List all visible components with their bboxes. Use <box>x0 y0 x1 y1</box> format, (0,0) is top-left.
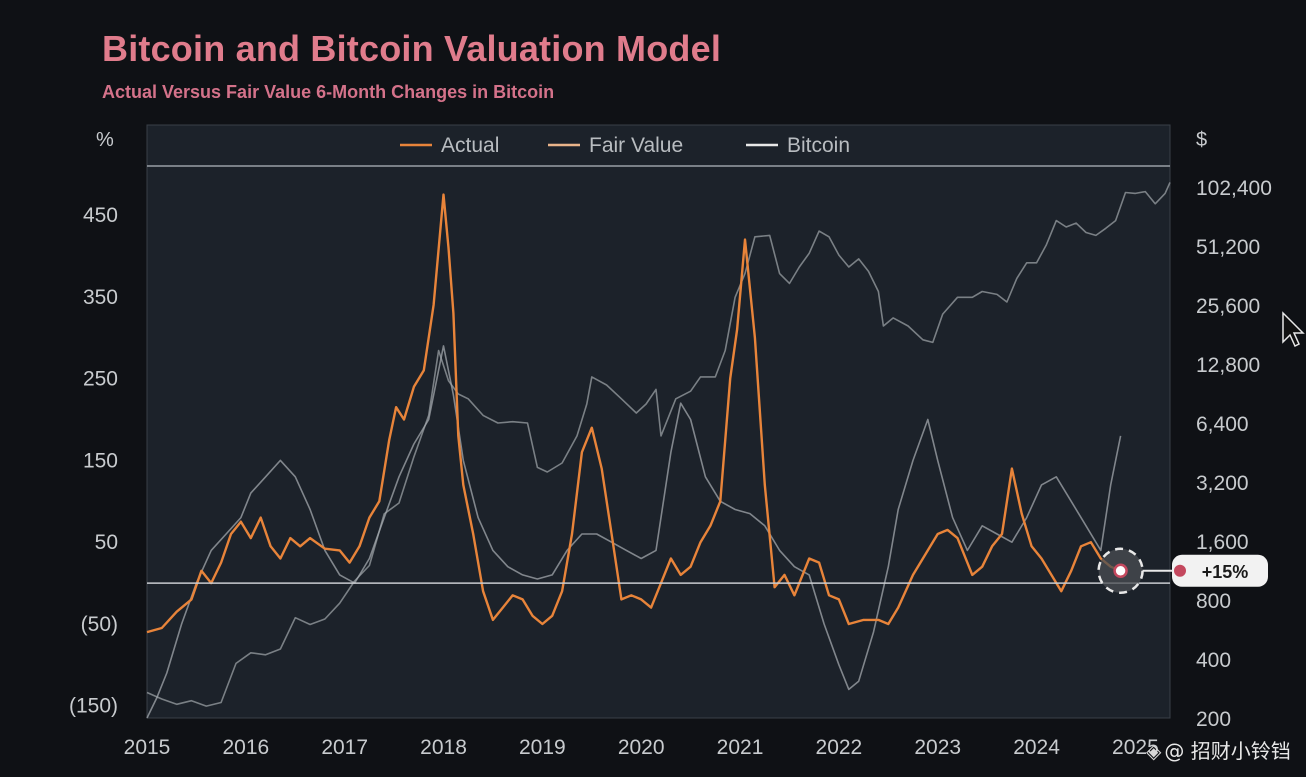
x-tick-label: 2025 <box>1112 736 1159 759</box>
right-tick-label: 200 <box>1196 708 1231 731</box>
x-tick-label: 2024 <box>1013 736 1060 759</box>
right-tick-label: 800 <box>1196 590 1231 613</box>
right-tick-label: 400 <box>1196 649 1231 672</box>
chart-title: Bitcoin and Bitcoin Valuation Model <box>102 28 722 69</box>
x-tick-label: 2023 <box>914 736 961 759</box>
legend-label: Bitcoin <box>787 134 850 157</box>
left-tick-label: 350 <box>83 286 118 309</box>
watermark: ◈ @ 招财小铃铛 <box>1146 735 1291 764</box>
series-line-bitcoin <box>146 182 1171 707</box>
right-tick-label: 6,400 <box>1196 413 1249 436</box>
series-line-actual <box>146 193 1122 634</box>
chart-subtitle: Actual Versus Fair Value 6-Month Changes… <box>102 82 555 102</box>
right-tick-label: 51,200 <box>1196 236 1260 259</box>
annotation-point <box>1113 563 1128 579</box>
left-tick-label: 250 <box>83 368 118 391</box>
x-tick-label: 2019 <box>519 736 566 759</box>
right-tick-label: 1,600 <box>1196 531 1249 554</box>
legend-label: Actual <box>441 134 499 157</box>
left-tick-label: 150 <box>83 449 118 472</box>
logo-icon: ◈ <box>1146 739 1162 763</box>
series-line-fair-value <box>146 345 1122 719</box>
right-tick-label: 25,600 <box>1196 295 1260 318</box>
x-tick-label: 2021 <box>717 736 764 759</box>
legend-label: Fair Value <box>589 134 683 157</box>
callout-box <box>1172 554 1268 587</box>
x-tick-label: 2018 <box>420 736 467 759</box>
left-tick-label: 450 <box>83 204 118 227</box>
x-tick-label: 2020 <box>618 736 665 759</box>
watermark-text: @ 招财小铃铛 <box>1164 739 1291 763</box>
legend-item-actual: Actual <box>400 134 499 157</box>
callout-dot <box>1174 564 1186 577</box>
legend-item-fair-value: Fair Value <box>548 134 683 157</box>
x-tick-label: 2022 <box>816 736 863 759</box>
right-tick-label: 12,800 <box>1196 354 1260 377</box>
x-tick-label: 2015 <box>124 736 171 759</box>
plot-area <box>146 124 1171 719</box>
cursor-icon <box>1282 311 1305 348</box>
right-tick-label: 3,200 <box>1196 472 1249 495</box>
right-tick-label: 102,400 <box>1196 177 1272 200</box>
left-tick-label: (50) <box>81 613 118 636</box>
callout-label: +15% <box>1202 562 1249 582</box>
left-tick-label: 50 <box>95 531 118 554</box>
right-axis-unit: $ <box>1196 129 1207 151</box>
x-tick-label: 2016 <box>222 736 269 759</box>
left-tick-label: (150) <box>69 695 118 718</box>
x-tick-label: 2017 <box>321 736 368 759</box>
left-axis-unit: % <box>96 129 114 151</box>
legend-item-bitcoin: Bitcoin <box>746 134 850 157</box>
